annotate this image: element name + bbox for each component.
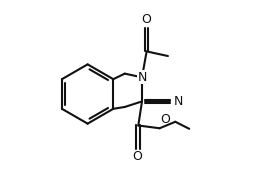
Text: N: N (137, 71, 147, 84)
Text: O: O (142, 13, 152, 26)
Text: O: O (132, 150, 142, 163)
Text: O: O (160, 113, 170, 126)
Text: N: N (173, 95, 183, 108)
